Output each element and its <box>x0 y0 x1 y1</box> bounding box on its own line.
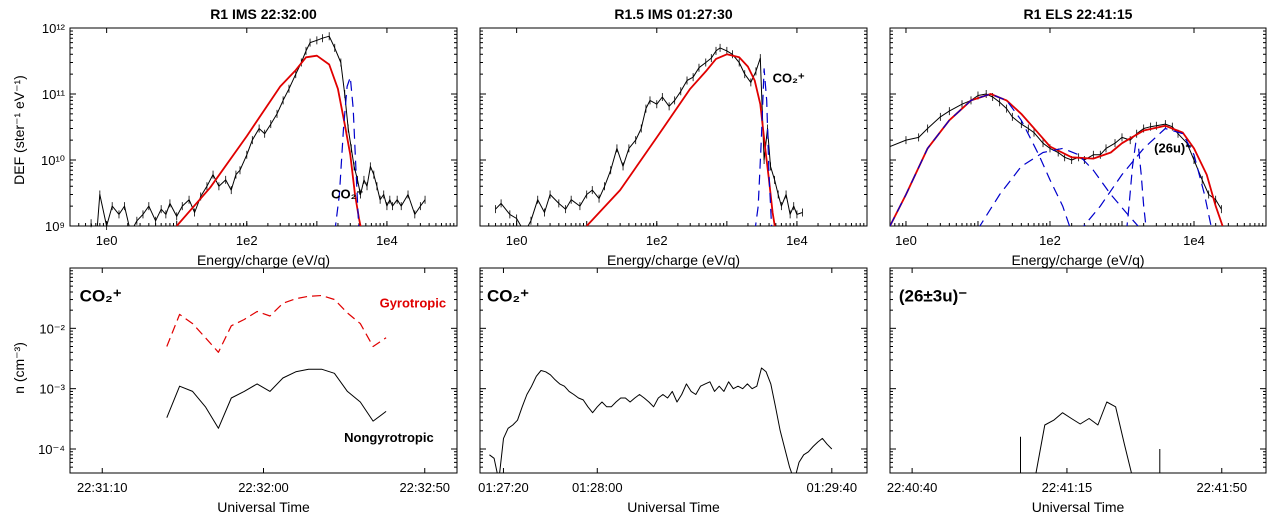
plot-area-frame <box>889 27 1267 227</box>
panel-energy-spectrum-r15-ims: R1.5 IMS 01:27:30 Energy/charge (eV/q) 1e0… <box>479 6 868 268</box>
x-tick-label: 22:41:15 <box>1042 480 1093 495</box>
x-tick-label: 1e0 <box>506 233 528 248</box>
series-line-blue-dash-2 <box>890 93 1071 226</box>
x-tick-label: 1e0 <box>895 233 917 248</box>
series-line-blue-dash-4 <box>1083 127 1212 226</box>
series-line-nongyrotropic <box>166 368 387 429</box>
series-line-red-1 <box>586 53 776 226</box>
x-tick-label: 22:32:50 <box>399 480 450 495</box>
plot-area-frame <box>479 27 868 227</box>
y-tick-label: 10⁻⁴ <box>38 442 65 457</box>
x-tick-label: 1e2 <box>1039 233 1061 248</box>
top-row-ylabel: DEF (ster⁻¹ eV⁻¹) <box>11 75 27 185</box>
y-tick-label: 10⁻² <box>39 321 65 336</box>
y-tick-label: 10⁹ <box>45 219 65 234</box>
annotation-label: (26u)⁻ <box>1154 140 1192 155</box>
panel-title: R1 IMS 22:32:00 <box>210 6 317 22</box>
x-axis-label: Universal Time <box>1032 499 1125 515</box>
x-axis-label: Universal Time <box>217 499 310 515</box>
series-line-gyrotropic <box>166 294 387 353</box>
x-tick-label: 22:40:40 <box>887 480 938 495</box>
y-tick-label: 10¹² <box>42 21 66 36</box>
x-tick-label: 1e4 <box>786 233 808 248</box>
series-line-red-1 <box>176 54 362 226</box>
x-tick-label: 22:32:00 <box>238 480 289 495</box>
panel-energy-spectrum-r1-els: R1 ELS 22:41:15 Energy/charge (eV/q) 1e0 1e… <box>889 6 1267 268</box>
y-tick-label: 10¹¹ <box>42 87 66 102</box>
series-line-blue-dash-2 <box>754 68 773 226</box>
annotation-label: CO₂⁺ <box>487 286 529 305</box>
annotation-label: (26±3u)⁻ <box>899 286 967 305</box>
x-tick-label: 1e4 <box>376 233 398 248</box>
series-line-blue-dash-2 <box>334 76 360 226</box>
plot-area-frame <box>69 27 458 227</box>
bottom-row-ylabel: n (cm⁻³) <box>11 342 27 394</box>
x-axis-label: Energy/charge (eV/q) <box>607 252 740 268</box>
annotation-label: CO₂⁺ <box>331 187 363 202</box>
panel-density-r15-ims: Universal Time 01:27:20 01:28:00 01:29:40 CO… <box>478 267 868 515</box>
x-tick-label: 01:27:20 <box>478 480 529 495</box>
annotation-label: Nongyrotropic <box>344 430 434 445</box>
series-line-black-0 <box>489 367 833 473</box>
annotation-label: Gyrotropic <box>380 296 446 311</box>
series-line-blue-dash-3 <box>979 147 1139 226</box>
y-tick-label: 10¹⁰ <box>41 153 65 168</box>
annotation-label: CO₂⁺ <box>773 70 805 85</box>
x-tick-label: 1e2 <box>236 233 258 248</box>
y-tick-label: 10⁻³ <box>39 382 65 397</box>
x-tick-label: 22:41:50 <box>1196 480 1247 495</box>
series-line-black-1 <box>1035 401 1132 473</box>
x-axis-label: Universal Time <box>627 499 720 515</box>
panel-energy-spectrum-r1-ims: R1 IMS 22:32:00 Energy/charge (eV/q) 1e0 1e… <box>41 6 458 268</box>
annotation-label: CO₂⁺ <box>80 286 122 305</box>
series-line-black-0 <box>90 35 426 226</box>
x-tick-label: 1e0 <box>96 233 118 248</box>
panel-density-r1-ims: Universal Time 22:31:10 22:32:00 22:32:50 10… <box>38 267 458 515</box>
panel-density-r1-els: Universal Time 22:40:40 22:41:15 22:41:50 (2… <box>887 267 1267 515</box>
panel-title: R1.5 IMS 01:27:30 <box>614 6 732 22</box>
x-tick-label: 01:28:00 <box>572 480 623 495</box>
x-tick-label: 1e2 <box>646 233 668 248</box>
x-axis-label: Energy/charge (eV/q) <box>1011 252 1144 268</box>
x-axis-label: Energy/charge (eV/q) <box>197 252 330 268</box>
x-tick-label: 22:31:10 <box>77 480 128 495</box>
series-line-blue-dash-5 <box>1126 142 1147 226</box>
x-tick-label: 01:29:40 <box>807 480 858 495</box>
x-tick-label: 1e4 <box>1183 233 1205 248</box>
panel-title: R1 ELS 22:41:15 <box>1024 6 1133 22</box>
